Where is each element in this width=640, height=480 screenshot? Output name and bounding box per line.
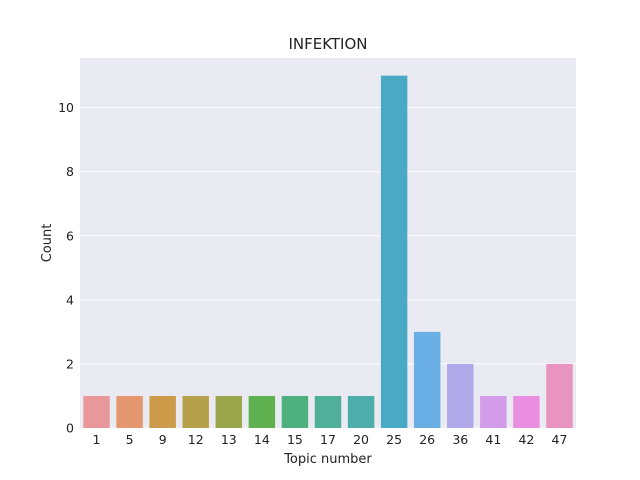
x-tick-label: 42 <box>518 432 534 447</box>
y-axis-label: Count <box>40 224 55 263</box>
x-tick-label: 13 <box>221 432 237 447</box>
y-tick-label: 2 <box>66 356 74 371</box>
x-tick-label: 14 <box>254 432 270 447</box>
x-tick-label: 15 <box>287 432 303 447</box>
bar-42 <box>513 395 540 428</box>
chart-title: INFEKTION <box>288 35 367 53</box>
bar-26 <box>413 331 441 428</box>
x-tick-label: 20 <box>353 432 369 447</box>
y-tick-labels: 0 2 4 6 8 10 <box>58 100 74 435</box>
x-tick-label: 47 <box>552 432 568 447</box>
y-tick-label: 4 <box>66 292 74 307</box>
bar-9 <box>149 395 176 428</box>
x-tick-label: 26 <box>419 432 435 447</box>
bar-36 <box>447 363 474 428</box>
x-tick-label: 41 <box>485 432 501 447</box>
bar-15 <box>281 395 309 428</box>
bar-20 <box>347 395 375 428</box>
bar-1 <box>83 395 110 428</box>
y-tick-label: 0 <box>66 421 74 436</box>
bar-12 <box>182 395 209 428</box>
bars <box>83 75 573 428</box>
x-tick-label: 36 <box>452 432 468 447</box>
x-tick-label: 25 <box>386 432 402 447</box>
x-tick-label: 1 <box>93 432 101 447</box>
bar-41 <box>480 395 507 428</box>
bar-13 <box>215 395 243 428</box>
x-tick-labels: 1 5 9 12 13 14 15 17 20 25 26 36 41 42 47 <box>93 432 568 447</box>
x-axis-label: Topic number <box>283 452 372 467</box>
y-tick-label: 10 <box>58 100 74 115</box>
x-tick-label: 5 <box>126 432 134 447</box>
bar-5 <box>116 395 143 428</box>
bar-25 <box>380 75 408 428</box>
x-tick-label: 9 <box>159 432 167 447</box>
plot-area <box>80 58 576 428</box>
x-tick-label: 12 <box>188 432 204 447</box>
bar-17 <box>314 395 342 428</box>
y-tick-label: 8 <box>66 164 74 179</box>
y-tick-label: 6 <box>66 228 74 243</box>
bar-14 <box>248 395 276 428</box>
x-tick-label: 17 <box>320 432 336 447</box>
bar-47 <box>546 363 573 428</box>
